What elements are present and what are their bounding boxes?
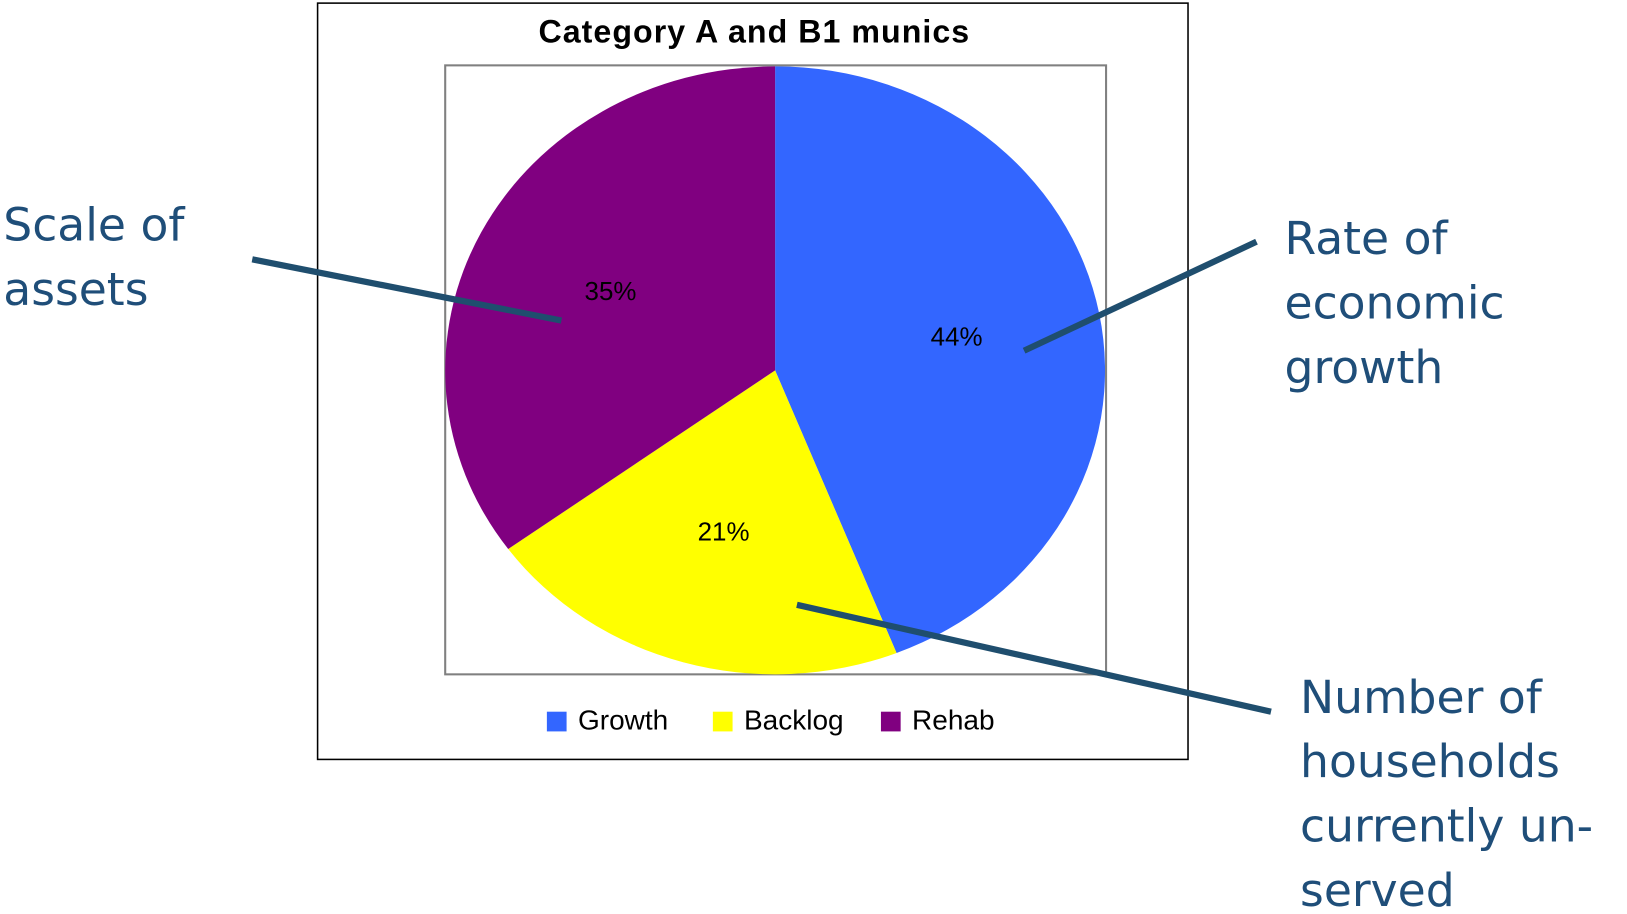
annotation-pointer (251, 256, 563, 324)
annotation-text: growth (1285, 341, 1444, 394)
annotation-text: assets (3, 263, 148, 316)
value-label: 44% (931, 323, 983, 351)
pie-slice (445, 66, 776, 550)
annotation-text: Rate of (1285, 212, 1449, 265)
chart-title: Category A and B1 munics (539, 14, 971, 50)
annotation-text: Scale of (3, 199, 185, 252)
legend-swatch (712, 711, 733, 732)
legend-swatch (880, 711, 901, 732)
annotation-text: served (1300, 864, 1455, 914)
legend-label: Backlog (744, 704, 844, 735)
annotation-pointer (796, 601, 1272, 715)
plot-area (444, 64, 1108, 676)
annotation-text: currently un- (1300, 799, 1593, 852)
legend-label: Rehab (912, 704, 995, 735)
pie-slice (775, 66, 1106, 654)
value-label: 35% (585, 278, 637, 306)
annotation-text: economic (1285, 277, 1505, 330)
value-label: 21% (698, 519, 750, 547)
legend-label: Growth (578, 704, 668, 735)
legend-swatch (546, 711, 567, 732)
annotation-text: Number of (1300, 671, 1543, 724)
annotation-text: households (1300, 735, 1560, 788)
pie-slice (508, 370, 897, 675)
annotation-pointer (1022, 238, 1258, 354)
